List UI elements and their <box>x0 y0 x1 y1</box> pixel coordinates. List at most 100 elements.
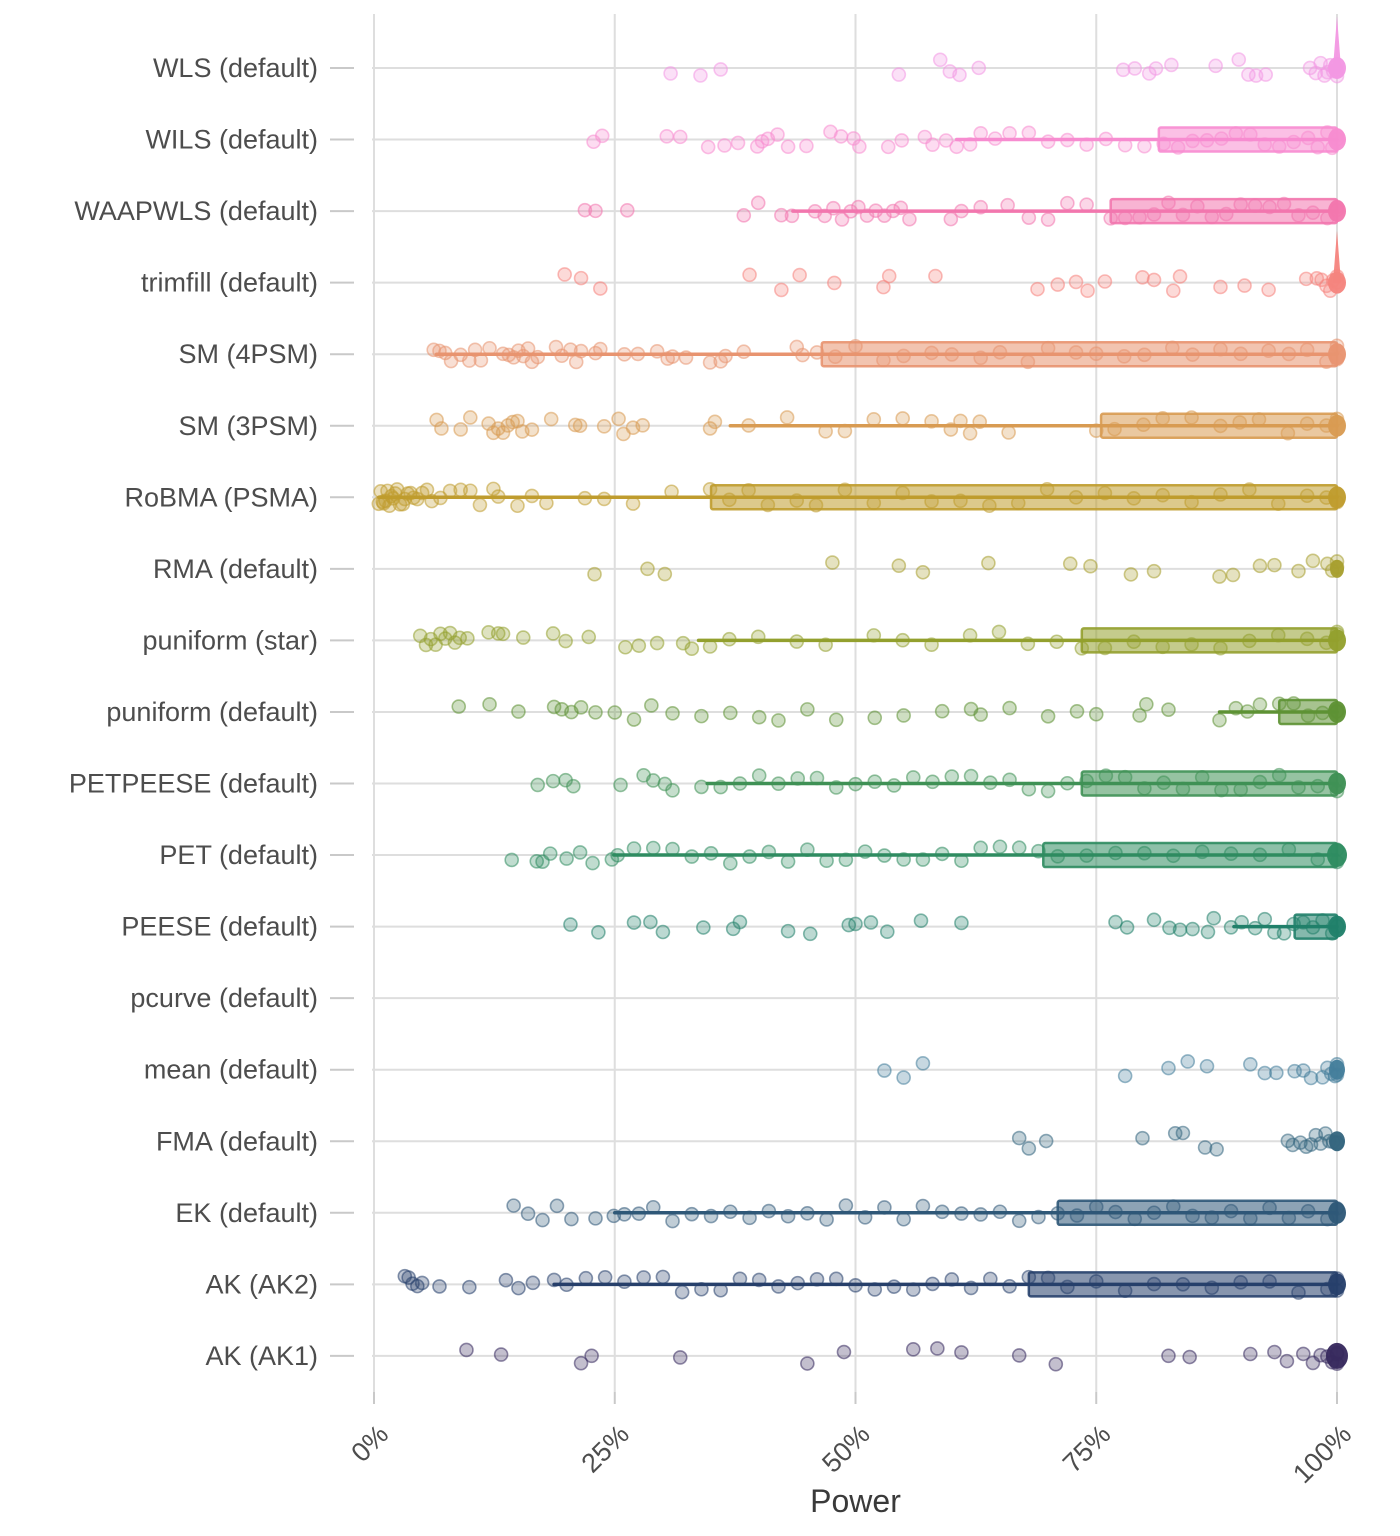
y-axis-label: puniform (star) <box>142 625 318 655</box>
jitter-point <box>1030 281 1045 297</box>
jitter-point <box>1040 1270 1056 1286</box>
jitter-point <box>563 342 578 357</box>
jitter-point <box>626 712 642 727</box>
jitter-point <box>693 68 708 83</box>
jitter-point <box>866 412 882 427</box>
jitter-point <box>1194 769 1210 785</box>
jitter-point <box>1305 553 1321 569</box>
jitter-point <box>1279 1353 1295 1369</box>
jitter-point <box>863 915 879 930</box>
jitter-point <box>1242 633 1257 649</box>
y-axis-label: AK (AK1) <box>205 1341 318 1371</box>
jitter-point <box>736 208 752 223</box>
jitter-point <box>859 208 875 223</box>
jitter-point <box>1040 134 1056 149</box>
jitter-point <box>800 1205 815 1221</box>
jitter-point <box>792 267 807 283</box>
jitter-point <box>1146 207 1162 222</box>
jitter-point <box>1172 922 1188 938</box>
jitter-point <box>992 839 1008 855</box>
jitter-point <box>626 841 642 856</box>
jitter-point <box>1267 557 1282 573</box>
jitter-point <box>891 558 907 573</box>
jitter-point <box>722 631 737 647</box>
jitter-point <box>1050 277 1066 292</box>
jitter-point <box>1107 421 1122 437</box>
jitter-point <box>1262 1200 1277 1216</box>
jitter-point <box>1225 567 1241 583</box>
jitter-point <box>1204 209 1220 225</box>
jitter-point <box>453 422 468 437</box>
jitter-point <box>896 348 911 364</box>
jitter-point <box>1031 1209 1046 1225</box>
jitter-point <box>1184 410 1199 425</box>
jitter-point <box>944 347 960 362</box>
jitter-point <box>1146 563 1162 579</box>
jitter-point <box>713 1282 728 1298</box>
jitter-point <box>1276 926 1292 941</box>
jitter-point <box>663 66 678 81</box>
jitter-point <box>983 1271 998 1287</box>
jitter-point <box>983 775 998 790</box>
jitter-point <box>732 1271 748 1287</box>
x-axis-tick-label: 100% <box>1287 1419 1357 1489</box>
jitter-point <box>1271 696 1287 712</box>
jitter-point <box>1310 139 1326 155</box>
jitter-point <box>1185 1208 1200 1224</box>
jitter-point <box>1252 558 1268 574</box>
jitter-point <box>564 1211 579 1227</box>
jitter-point <box>1212 712 1227 728</box>
endpoint-blob <box>1327 843 1347 868</box>
jitter-point <box>1190 198 1205 214</box>
jitter-point <box>472 497 488 513</box>
jitter-point <box>1305 920 1321 935</box>
jitter-point <box>915 1198 931 1214</box>
jitter-point <box>630 346 646 362</box>
jitter-point <box>617 1274 632 1290</box>
jitter-point <box>891 67 907 82</box>
jitter-point <box>949 139 964 155</box>
jitter-point <box>730 135 746 151</box>
jitter-point <box>1303 1070 1319 1086</box>
jitter-point <box>707 414 723 430</box>
jitter-point <box>1299 631 1315 647</box>
jitter-point <box>924 494 939 509</box>
jitter-point <box>545 626 561 641</box>
method-row <box>412 624 1346 657</box>
jitter-point <box>973 350 988 366</box>
x-axis-tick-label: 25% <box>576 1419 635 1478</box>
jitter-point <box>657 566 673 582</box>
jitter-point <box>577 202 593 218</box>
jitter-point <box>1117 769 1133 785</box>
jitter-point <box>751 1272 767 1288</box>
jitter-point <box>1223 846 1239 862</box>
jitter-point <box>593 341 608 357</box>
jitter-point <box>987 131 1003 146</box>
jitter-point <box>742 1210 757 1226</box>
jitter-point <box>1305 205 1321 221</box>
jitter-point <box>944 1272 960 1287</box>
jitter-point <box>535 1212 550 1228</box>
jitter-point <box>505 414 520 430</box>
jitter-point <box>1115 62 1131 78</box>
method-row <box>397 1268 1346 1300</box>
jitter-point <box>1002 126 1017 141</box>
jitter-point <box>905 770 921 785</box>
jitter-point <box>1021 210 1037 225</box>
jitter-point <box>655 924 671 940</box>
jitter-point <box>857 844 873 859</box>
jitter-point <box>640 561 655 577</box>
jitter-point <box>1002 772 1017 788</box>
jitter-point <box>1300 1203 1316 1219</box>
jitter-point <box>607 705 623 720</box>
jitter-point <box>1148 61 1164 76</box>
jitter-point <box>925 1276 940 1292</box>
jitter-point <box>1251 412 1267 427</box>
jitter-point <box>1165 848 1181 864</box>
y-axis-label: AK (AK2) <box>205 1269 318 1299</box>
jitter-point <box>780 854 796 869</box>
jitter-point <box>493 1347 509 1362</box>
jitter-point <box>1199 1058 1215 1074</box>
jitter-point <box>1068 274 1084 290</box>
jitter-point <box>973 1207 988 1222</box>
